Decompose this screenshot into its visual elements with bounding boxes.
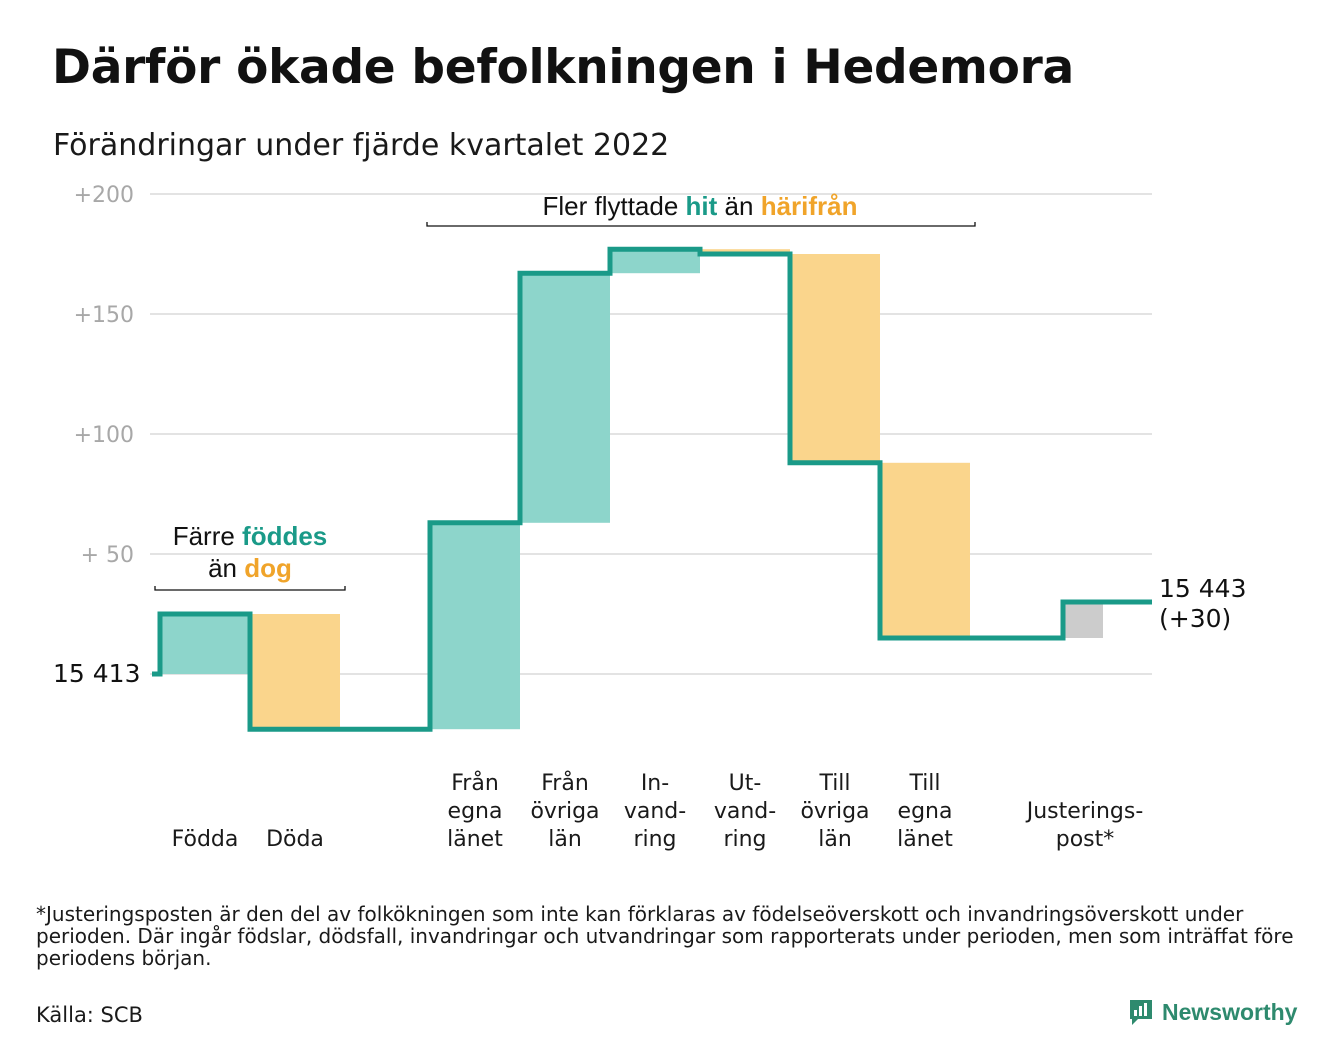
annotation-text: än dog (208, 553, 292, 583)
y-axis-ticks: +200 +150 +100 + 50 15 413 (53, 183, 140, 688)
category-label: övriga (800, 799, 869, 824)
category-label: post* (1056, 827, 1115, 852)
cumulative-line (152, 246, 1152, 732)
category-label: vand- (714, 799, 776, 824)
category-label: egna (898, 799, 953, 824)
y-tick-label: +200 (74, 183, 134, 208)
annotation-text: Fler flyttade hit än härifrån (542, 191, 857, 221)
y-tick-label: +100 (74, 423, 134, 448)
bar-tillövrigalän (790, 254, 880, 463)
category-label: ring (723, 827, 766, 852)
category-label: Från (541, 770, 589, 796)
category-label: Födda (172, 827, 239, 852)
start-value-label: 15 413 (53, 659, 140, 688)
end-value-line: (+30) (1159, 604, 1231, 633)
bar-döda (250, 614, 340, 730)
bar-födda (160, 614, 250, 674)
annotation-text: Färre föddes (173, 521, 328, 551)
annotation-2: Fler flyttade hit än härifrån (426, 191, 976, 227)
category-label: egna (448, 799, 503, 824)
category-label: övriga (530, 799, 599, 824)
category-label: Till (908, 771, 940, 796)
bars (160, 249, 1103, 730)
brand-name: Newsworthy (1162, 998, 1298, 1025)
category-label: Från (451, 770, 499, 796)
end-value-line: 15 443 (1159, 574, 1246, 603)
bar-frånegnalänet (430, 522, 520, 730)
category-label: Till (818, 771, 850, 796)
category-labels: Födda Döda Från egna länet Från övriga län In-va… (172, 770, 1144, 852)
source: Källa: SCB (36, 1003, 143, 1027)
y-tick-label: +150 (74, 303, 134, 328)
bar-invandring (610, 249, 700, 274)
bar-frånövrigalän (520, 273, 610, 523)
category-label: län (818, 827, 852, 852)
end-value-label: 15 443(+30) (1159, 574, 1246, 633)
category-label: länet (447, 827, 503, 852)
category-label: län (548, 827, 582, 852)
category-label: In- (641, 771, 669, 796)
bar-justeringspost (1063, 602, 1103, 638)
bar-tillegnalänet (880, 462, 970, 638)
category-label: Justerings- (1025, 799, 1144, 824)
annotation-bracket (154, 586, 346, 591)
category-label: Ut- (729, 771, 762, 796)
annotation-bracket (426, 222, 976, 227)
category-label: vand- (624, 799, 686, 824)
footnote: *Justeringsposten är den del av folkökni… (36, 902, 1294, 970)
category-label: länet (897, 827, 953, 852)
category-label: Döda (266, 827, 324, 852)
category-label: ring (633, 827, 676, 852)
chart-subtitle: Förändringar under fjärde kvartalet 2022 (53, 128, 670, 163)
y-tick-label: + 50 (81, 543, 134, 568)
chart-title: Därför ökade befolkningen i Hedemora (52, 40, 1074, 95)
newsworthy-logo-icon (1130, 1000, 1152, 1025)
brand-logo: Newsworthy (1128, 998, 1297, 1026)
